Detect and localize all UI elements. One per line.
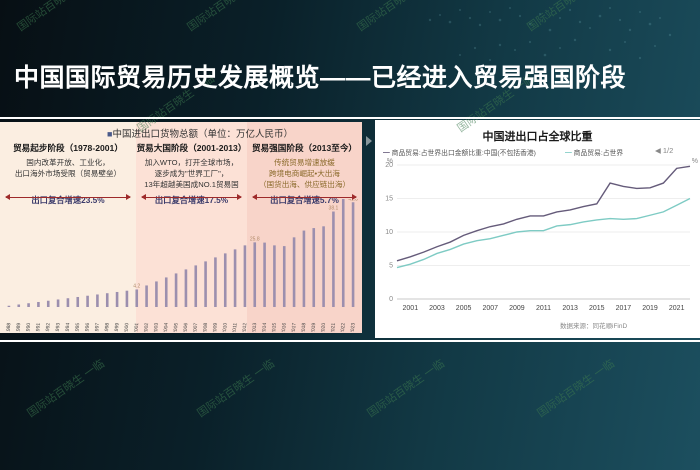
- svg-text:2008: 2008: [202, 322, 209, 332]
- svg-text:%: %: [692, 158, 698, 165]
- svg-text:2001: 2001: [133, 322, 140, 332]
- svg-text:2000: 2000: [123, 322, 130, 332]
- svg-text:2006: 2006: [182, 322, 189, 332]
- svg-text:38.1: 38.1: [329, 206, 339, 212]
- svg-text:1991: 1991: [35, 322, 42, 332]
- svg-text:2021: 2021: [330, 322, 337, 332]
- svg-text:2013: 2013: [251, 322, 258, 332]
- svg-text:2017: 2017: [291, 322, 298, 332]
- svg-text:1995: 1995: [74, 322, 81, 332]
- svg-text:2014: 2014: [261, 322, 268, 332]
- svg-text:2021: 2021: [669, 305, 685, 312]
- svg-text:2012: 2012: [241, 322, 248, 332]
- svg-text:2007: 2007: [192, 322, 199, 332]
- svg-text:2023: 2023: [350, 322, 357, 332]
- svg-text:2003: 2003: [429, 305, 445, 312]
- svg-text:1997: 1997: [94, 322, 101, 332]
- svg-text:1999: 1999: [114, 322, 121, 332]
- svg-text:4.2: 4.2: [133, 283, 140, 289]
- svg-text:1990: 1990: [25, 322, 32, 332]
- svg-text:2016: 2016: [281, 322, 288, 332]
- svg-text:2019: 2019: [310, 322, 317, 332]
- svg-text:1994: 1994: [64, 322, 71, 332]
- svg-text:25.8: 25.8: [250, 236, 260, 242]
- svg-text:2003: 2003: [153, 322, 160, 332]
- svg-text:2018: 2018: [300, 322, 307, 332]
- svg-text:2015: 2015: [271, 322, 278, 332]
- svg-text:1989: 1989: [15, 322, 22, 332]
- svg-text:1996: 1996: [84, 322, 91, 332]
- svg-text:2001: 2001: [403, 305, 419, 312]
- svg-text:2019: 2019: [642, 305, 658, 312]
- svg-text:1998: 1998: [104, 322, 111, 332]
- svg-text:2009: 2009: [212, 322, 219, 332]
- svg-text:1992: 1992: [45, 322, 52, 332]
- svg-text:1988: 1988: [5, 322, 12, 332]
- svg-text:2004: 2004: [163, 322, 170, 332]
- svg-text:2017: 2017: [616, 305, 632, 312]
- svg-text:2010: 2010: [222, 322, 229, 332]
- svg-text:10: 10: [385, 229, 393, 236]
- svg-text:%: %: [387, 158, 393, 165]
- svg-text:2011: 2011: [232, 322, 239, 332]
- svg-text:2011: 2011: [536, 305, 551, 312]
- svg-text:5: 5: [389, 263, 393, 270]
- svg-text:2005: 2005: [173, 322, 180, 332]
- svg-text:2022: 2022: [340, 322, 347, 332]
- svg-text:1993: 1993: [55, 322, 62, 332]
- svg-text:2002: 2002: [143, 322, 150, 332]
- svg-text:2007: 2007: [482, 305, 498, 312]
- svg-text:2005: 2005: [456, 305, 472, 312]
- svg-text:2020: 2020: [320, 322, 327, 332]
- svg-text:2009: 2009: [509, 305, 525, 312]
- svg-text:0: 0: [389, 296, 393, 303]
- svg-text:2013: 2013: [562, 305, 578, 312]
- svg-text:2015: 2015: [589, 305, 605, 312]
- svg-text:15: 15: [385, 196, 393, 203]
